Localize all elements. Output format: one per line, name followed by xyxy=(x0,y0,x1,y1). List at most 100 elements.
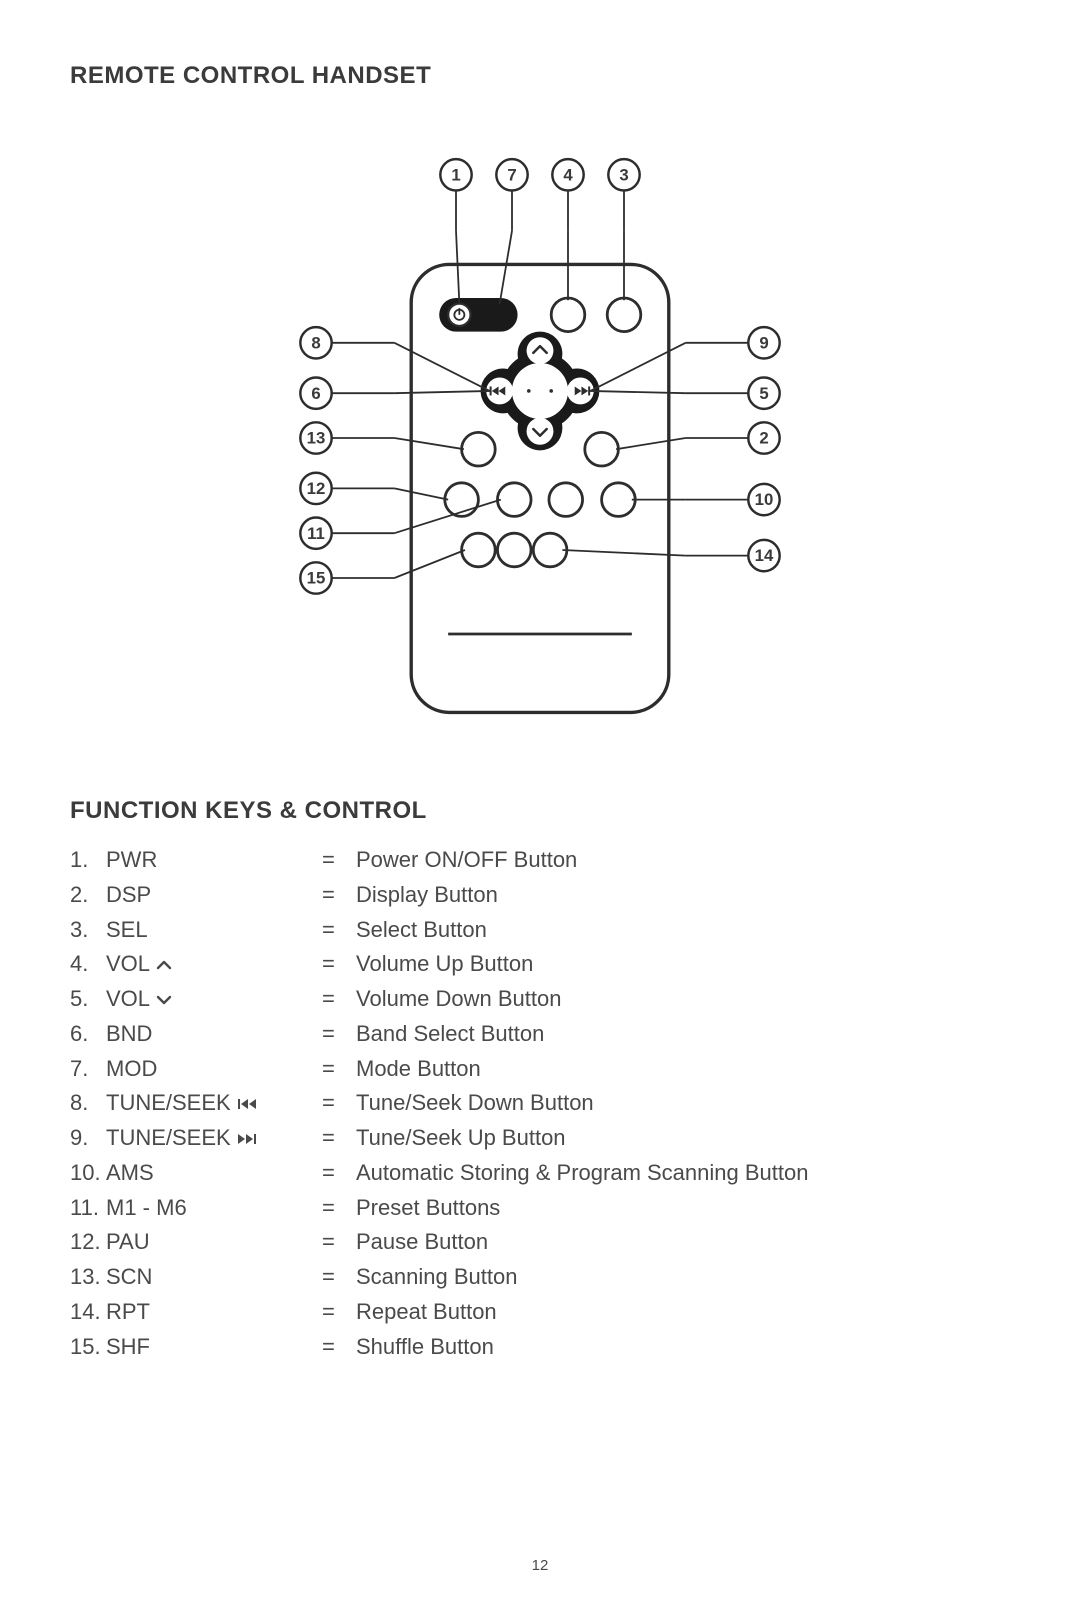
legend-num: 15. xyxy=(70,1330,106,1365)
legend-desc: Mode Button xyxy=(356,1052,1010,1087)
legend-row: 4.VOL=Volume Up Button xyxy=(70,947,1010,982)
svg-text:2: 2 xyxy=(759,429,768,448)
legend-desc: Shuffle Button xyxy=(356,1330,1010,1365)
page: REMOTE CONTROL HANDSET 17438613121115952… xyxy=(0,0,1080,1618)
legend-row: 7.MOD=Mode Button xyxy=(70,1052,1010,1087)
legend-num: 14. xyxy=(70,1295,106,1330)
legend-num: 8. xyxy=(70,1086,106,1121)
legend-row: 3.SEL=Select Button xyxy=(70,913,1010,948)
legend-num: 12. xyxy=(70,1225,106,1260)
legend-desc: Power ON/OFF Button xyxy=(356,843,1010,878)
legend-num: 6. xyxy=(70,1017,106,1052)
legend-eq: = xyxy=(322,878,356,913)
btn-sel-top xyxy=(607,298,641,332)
legend-row: 1.PWR=Power ON/OFF Button xyxy=(70,843,1010,878)
legend-code: DSP xyxy=(106,878,322,913)
page-number: 12 xyxy=(0,1557,1080,1574)
legend-num: 5. xyxy=(70,982,106,1017)
legend-num: 10. xyxy=(70,1156,106,1191)
legend-eq: = xyxy=(322,843,356,878)
legend-desc: Select Button xyxy=(356,913,1010,948)
legend-num: 7. xyxy=(70,1052,106,1087)
chev-dn-icon xyxy=(156,994,172,1006)
btn-row3-2 xyxy=(497,483,531,517)
remote-diagram: 174386131211159521014 xyxy=(70,130,1010,757)
legend-code: PWR xyxy=(106,843,322,878)
svg-text:4: 4 xyxy=(563,165,573,184)
legend-row: 15.SHF=Shuffle Button xyxy=(70,1330,1010,1365)
legend-code: SHF xyxy=(106,1330,322,1365)
legend-list: 1.PWR=Power ON/OFF Button2.DSP=Display B… xyxy=(70,843,1010,1364)
legend-row: 10.AMS=Automatic Storing & Program Scann… xyxy=(70,1156,1010,1191)
legend-eq: = xyxy=(322,1017,356,1052)
legend-num: 13. xyxy=(70,1260,106,1295)
legend-num: 1. xyxy=(70,843,106,878)
btn-row4-3 xyxy=(533,533,567,567)
legend-row: 8.TUNE/SEEK=Tune/Seek Down Button xyxy=(70,1086,1010,1121)
legend-code: SEL xyxy=(106,913,322,948)
legend-desc: Scanning Button xyxy=(356,1260,1010,1295)
legend-desc: Band Select Button xyxy=(356,1017,1010,1052)
legend-code: MOD xyxy=(106,1052,322,1087)
svg-text:7: 7 xyxy=(507,165,516,184)
legend-num: 4. xyxy=(70,947,106,982)
legend-eq: = xyxy=(322,1052,356,1087)
legend-code: RPT xyxy=(106,1295,322,1330)
svg-text:11: 11 xyxy=(307,524,325,543)
svg-text:13: 13 xyxy=(307,429,326,448)
svg-text:3: 3 xyxy=(619,165,628,184)
legend-code: BND xyxy=(106,1017,322,1052)
svg-text:1: 1 xyxy=(451,165,460,184)
svg-text:14: 14 xyxy=(755,546,774,565)
legend-desc: Tune/Seek Up Button xyxy=(356,1121,1010,1156)
legend-eq: = xyxy=(322,1225,356,1260)
svg-text:12: 12 xyxy=(307,479,326,498)
legend-eq: = xyxy=(322,913,356,948)
legend-row: 5.VOL=Volume Down Button xyxy=(70,982,1010,1017)
legend-code: SCN xyxy=(106,1260,322,1295)
legend-eq: = xyxy=(322,1330,356,1365)
svg-text:9: 9 xyxy=(759,333,768,352)
legend-num: 3. xyxy=(70,913,106,948)
legend-num: 2. xyxy=(70,878,106,913)
btn-row3-3 xyxy=(549,483,583,517)
legend-eq: = xyxy=(322,1191,356,1226)
legend-desc: Repeat Button xyxy=(356,1295,1010,1330)
svg-text:5: 5 xyxy=(759,384,768,403)
legend-eq: = xyxy=(322,1260,356,1295)
legend-code: AMS xyxy=(106,1156,322,1191)
legend-row: 14.RPT=Repeat Button xyxy=(70,1295,1010,1330)
legend-row: 2.DSP=Display Button xyxy=(70,878,1010,913)
chev-up-icon xyxy=(156,959,172,971)
legend-desc: Tune/Seek Down Button xyxy=(356,1086,1010,1121)
legend-code: PAU xyxy=(106,1225,322,1260)
legend-code: TUNE/SEEK xyxy=(106,1086,322,1121)
page-title: REMOTE CONTROL HANDSET xyxy=(70,62,1010,90)
section-subtitle: FUNCTION KEYS & CONTROL xyxy=(70,797,1010,825)
legend-row: 13.SCN=Scanning Button xyxy=(70,1260,1010,1295)
legend-num: 9. xyxy=(70,1121,106,1156)
legend-eq: = xyxy=(322,1121,356,1156)
legend-desc: Preset Buttons xyxy=(356,1191,1010,1226)
legend-eq: = xyxy=(322,947,356,982)
btn-mod-top xyxy=(551,298,585,332)
svg-text:8: 8 xyxy=(311,333,320,352)
legend-row: 9.TUNE/SEEK=Tune/Seek Up Button xyxy=(70,1121,1010,1156)
prev-icon xyxy=(237,1098,257,1110)
legend-code: TUNE/SEEK xyxy=(106,1121,322,1156)
legend-desc: Volume Up Button xyxy=(356,947,1010,982)
legend-num: 11. xyxy=(70,1191,106,1226)
btn-row2-r xyxy=(585,432,619,466)
btn-row3-4 xyxy=(602,483,636,517)
legend-eq: = xyxy=(322,1295,356,1330)
btn-row2-l xyxy=(462,432,496,466)
legend-code: M1 - M6 xyxy=(106,1191,322,1226)
legend-code: VOL xyxy=(106,982,322,1017)
btn-row4-2 xyxy=(497,533,531,567)
btn-row4-1 xyxy=(462,533,496,567)
legend-desc: Automatic Storing & Program Scanning But… xyxy=(356,1156,1010,1191)
legend-row: 11.M1 - M6=Preset Buttons xyxy=(70,1191,1010,1226)
legend-row: 12.PAU=Pause Button xyxy=(70,1225,1010,1260)
legend-desc: Pause Button xyxy=(356,1225,1010,1260)
legend-eq: = xyxy=(322,1156,356,1191)
